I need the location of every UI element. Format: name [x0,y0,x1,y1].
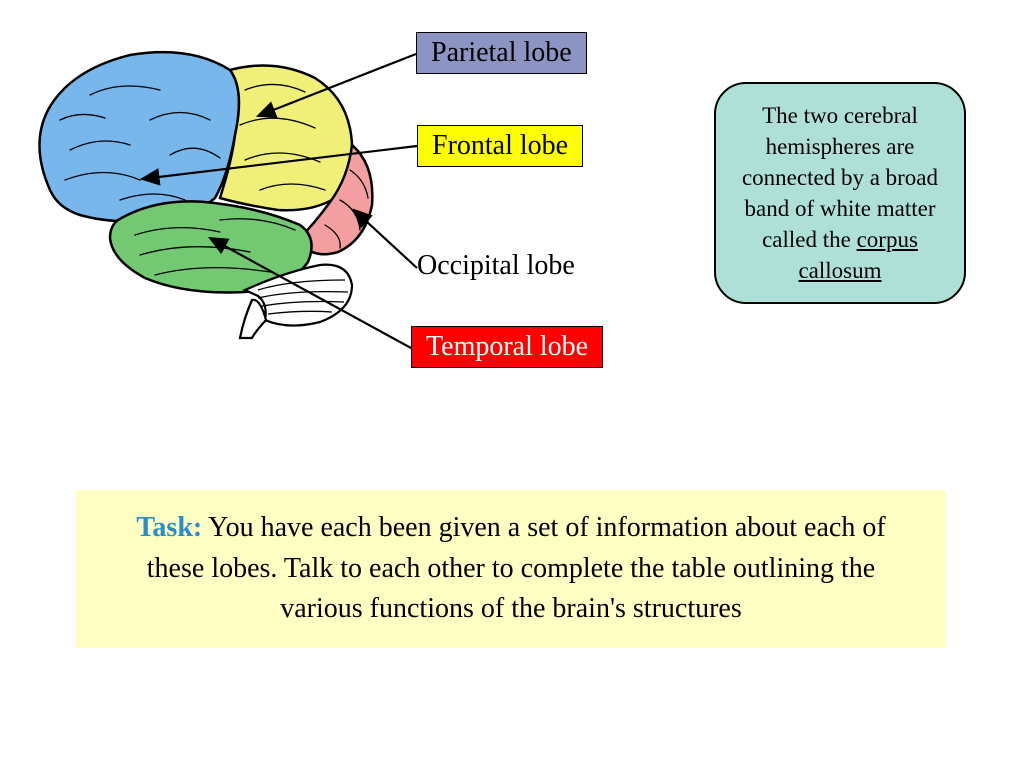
task-body: You have each been given a set of inform… [147,512,886,624]
parietal-lobe-label: Parietal lobe [416,32,587,74]
parietal-lobe-shape [220,66,352,211]
occipital-lobe-label: Occipital lobe [417,250,575,282]
temporal-lobe-label: Temporal lobe [411,326,603,368]
task-label: Task: [136,512,202,543]
task-instruction-box: Task: You have each been given a set of … [76,490,946,648]
frontal-lobe-label: Frontal lobe [417,125,583,167]
corpus-callosum-callout: The two cerebral hemispheres are connect… [714,82,966,304]
brain-diagram [20,40,400,340]
frontal-lobe-shape [39,52,239,222]
